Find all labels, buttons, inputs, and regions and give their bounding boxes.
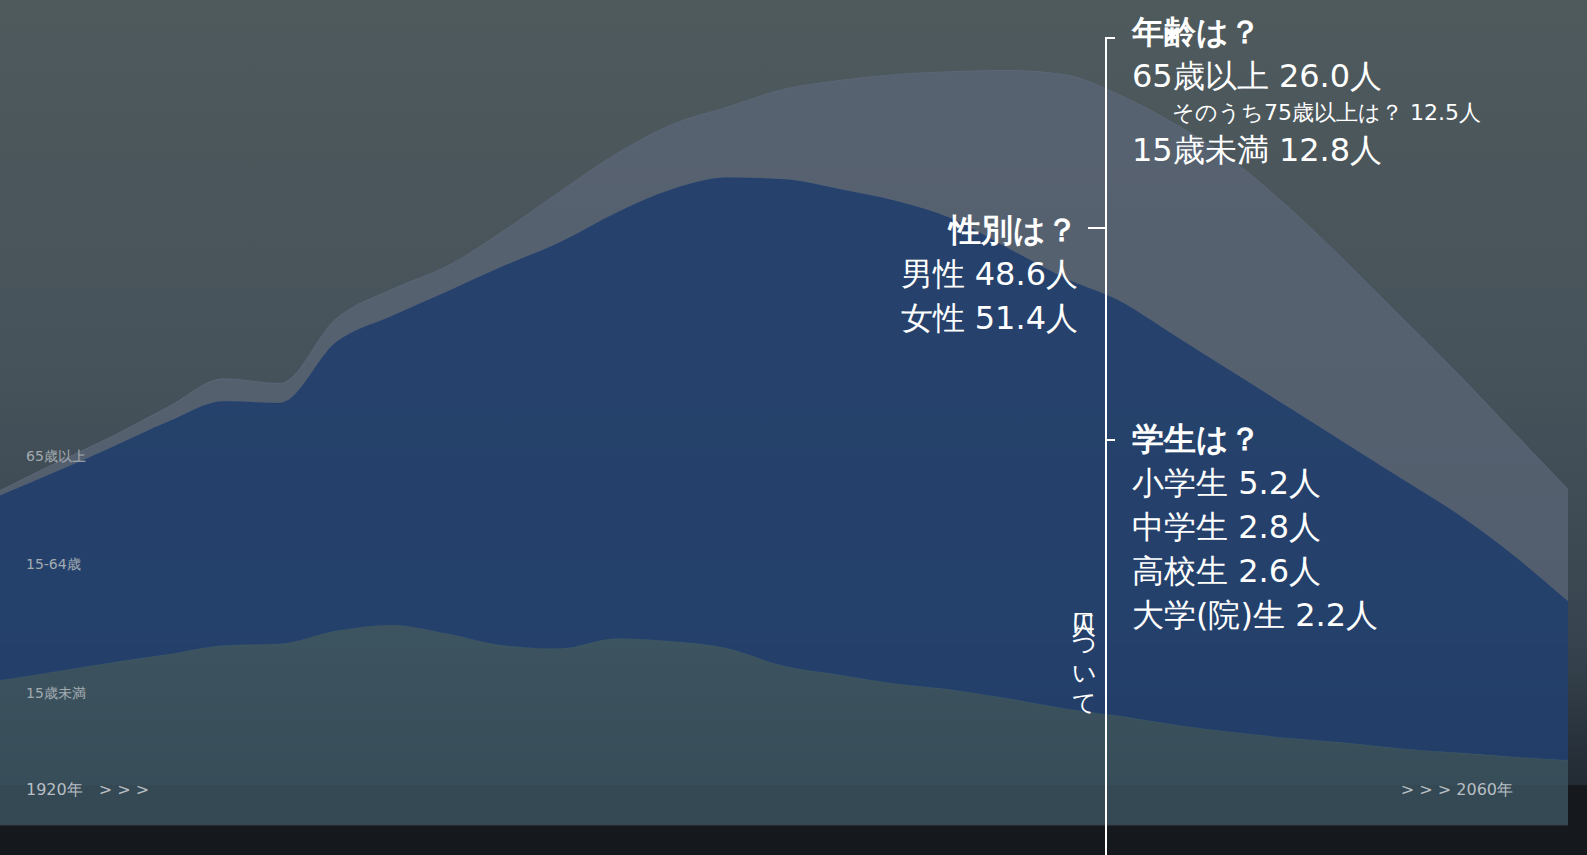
html-text:そのうち75歳以上は？ 12.5人: そのうち75歳以上は？ 12.5人 (1172, 100, 1481, 125)
html-text:15歳未満: 15歳未満 (26, 685, 86, 701)
html-text:小学生 5.2人: 小学生 5.2人 (1132, 464, 1322, 502)
html-text:女性 51.4人: 女性 51.4人 (900, 299, 1078, 337)
html-text:年齢は？: 年齢は？ (1132, 13, 1261, 51)
html-text:15歳未満 12.8人: 15歳未満 12.8人 (1132, 131, 1383, 169)
html-text:大学(院)生 2.2人: 大学(院)生 2.2人 (1132, 596, 1378, 634)
html-text:性別は？: 性別は？ (949, 211, 1078, 249)
html-text:人口について: 人口について (1070, 596, 1098, 704)
html-text:学生は？: 学生は？ (1132, 420, 1261, 458)
svg-text:1920年 > > >: 1920年 > > > (26, 780, 149, 799)
html-text:65歳以上 26.0人: 65歳以上 26.0人 (1132, 57, 1383, 95)
svg-text:> > > 2060年: > > > 2060年 (1401, 780, 1513, 799)
html-text:男性 48.6人: 男性 48.6人 (900, 255, 1078, 293)
html-text:中学生 2.8人: 中学生 2.8人 (1132, 508, 1322, 546)
html-text:65歳以上: 65歳以上 (26, 448, 86, 464)
html-text:15-64歳: 15-64歳 (26, 556, 81, 572)
html-text:高校生 2.6人: 高校生 2.6人 (1132, 552, 1322, 590)
